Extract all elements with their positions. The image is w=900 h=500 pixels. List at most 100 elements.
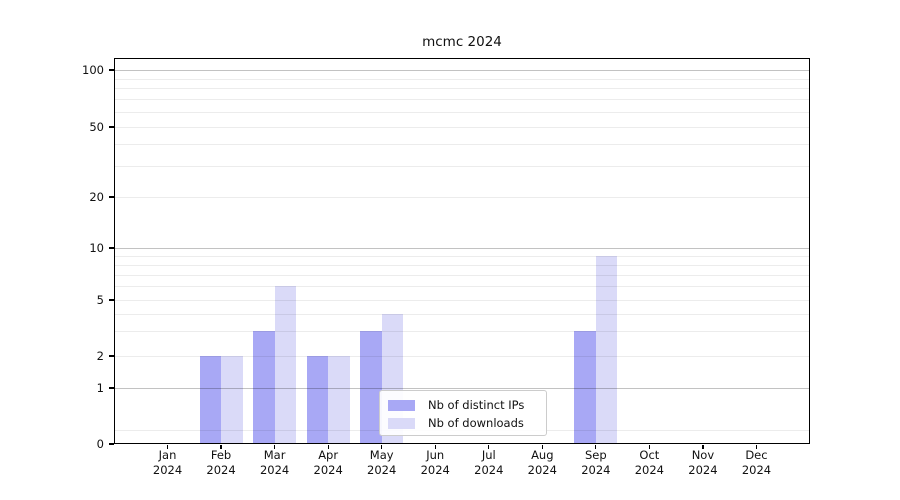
- gridline-minor: [114, 99, 810, 101]
- x-tick-year: 2024: [474, 463, 504, 477]
- gridline-minor: [114, 274, 810, 276]
- x-tick-label: May 2024: [350, 448, 414, 478]
- x-tick-label: Aug 2024: [510, 448, 574, 478]
- y-tick-mark: [109, 387, 114, 389]
- gridline-major: [114, 388, 810, 389]
- x-tick-month: Feb: [210, 448, 232, 462]
- y-tick-label: 1: [96, 381, 104, 395]
- gridline-minor: [114, 88, 810, 90]
- x-tick-month: Jul: [481, 448, 496, 462]
- x-tick-month: Aug: [531, 448, 554, 462]
- gridline-minor: [114, 313, 810, 315]
- legend-label-distinct-ips: Nb of distinct IPs: [428, 398, 525, 412]
- x-tick-label: Jun 2024: [403, 448, 467, 478]
- gridline-minor: [114, 300, 810, 301]
- x-tick-label: Sep 2024: [564, 448, 628, 478]
- legend-swatch-downloads-icon: [388, 417, 415, 429]
- x-tick-year: 2024: [259, 463, 290, 477]
- x-tick-month: Mar: [263, 448, 286, 462]
- y-tick-mark: [109, 443, 114, 445]
- x-tick-label: Jul 2024: [457, 448, 521, 478]
- y-tick-label: 5: [96, 293, 104, 307]
- gridline-major: [114, 70, 810, 71]
- y-tick-mark: [109, 247, 114, 249]
- legend-swatch-distinct-ips-icon: [388, 399, 415, 411]
- y-tick-label: 100: [82, 63, 104, 77]
- x-tick-year: 2024: [527, 463, 557, 477]
- x-tick-label: Mar 2024: [243, 448, 307, 478]
- y-tick-mark: [109, 299, 114, 301]
- bar-downloads: [274, 286, 297, 444]
- x-tick-mark: [327, 444, 329, 449]
- x-tick-year: 2024: [688, 463, 718, 477]
- y-tick-label: 50: [89, 120, 104, 134]
- bar-downloads: [595, 255, 618, 444]
- x-tick-label: Nov 2024: [671, 448, 735, 478]
- gridline-minor: [114, 197, 810, 198]
- y-tick-mark: [109, 196, 114, 198]
- x-tick-mark: [220, 444, 222, 449]
- x-tick-year: 2024: [367, 463, 397, 477]
- y-tick-mark: [109, 126, 114, 128]
- legend: Nb of distinct IPs Nb of downloads: [379, 390, 547, 436]
- chart-title: mcmc 2024: [422, 34, 502, 50]
- y-tick-label: 20: [89, 190, 104, 204]
- y-tick-mark: [109, 355, 114, 357]
- x-tick-month: Oct: [639, 448, 660, 462]
- x-tick-month: Dec: [745, 448, 768, 462]
- x-tick-label: Dec 2024: [724, 448, 788, 478]
- x-tick-mark: [595, 444, 597, 449]
- gridline-minor: [114, 166, 810, 168]
- x-tick-month: Jun: [426, 448, 445, 462]
- bar-distinct-ips: [199, 356, 222, 444]
- gridline-minor: [114, 264, 810, 266]
- gridline-minor: [114, 127, 810, 128]
- gridline-minor: [114, 286, 810, 288]
- x-tick-mark: [434, 444, 436, 449]
- bar-downloads: [328, 356, 350, 444]
- x-tick-year: 2024: [206, 463, 236, 477]
- legend-item-downloads: Nb of downloads: [380, 414, 546, 432]
- y-tick-mark: [109, 69, 114, 71]
- bar-downloads: [221, 356, 243, 444]
- gridline-minor: [114, 144, 810, 146]
- x-tick-year: 2024: [581, 463, 611, 477]
- x-tick-mark: [488, 444, 490, 449]
- bar-distinct-ips: [574, 331, 596, 444]
- gridline-minor: [114, 78, 810, 80]
- x-tick-mark: [648, 444, 650, 449]
- x-tick-month: May: [369, 448, 394, 462]
- x-tick-mark: [541, 444, 543, 449]
- x-tick-label: Feb 2024: [189, 448, 253, 478]
- x-tick-year: 2024: [741, 463, 772, 477]
- x-tick-month: Sep: [585, 448, 607, 462]
- gridline-minor: [114, 255, 810, 257]
- y-tick-label: 0: [96, 437, 104, 451]
- gridline-minor: [114, 331, 810, 333]
- x-tick-mark: [702, 444, 704, 449]
- bar-distinct-ips: [306, 356, 329, 444]
- x-tick-year: 2024: [420, 463, 450, 477]
- x-tick-year: 2024: [313, 463, 343, 477]
- x-tick-mark: [755, 444, 758, 449]
- bar-distinct-ips: [360, 331, 382, 444]
- x-tick-mark: [381, 444, 383, 449]
- x-tick-label: Apr 2024: [296, 448, 360, 478]
- plot-area: [114, 58, 810, 444]
- legend-item-distinct-ips: Nb of distinct IPs: [380, 396, 546, 414]
- y-tick-label: 10: [89, 241, 104, 255]
- legend-label-downloads: Nb of downloads: [428, 416, 524, 430]
- x-tick-month: Apr: [318, 448, 339, 462]
- x-tick-month: Jan: [158, 448, 177, 462]
- x-tick-label: Jan 2024: [136, 448, 200, 478]
- gridline-major: [114, 248, 810, 249]
- x-tick-month: Nov: [691, 448, 715, 462]
- x-tick-year: 2024: [152, 463, 183, 477]
- gridline-minor: [114, 112, 810, 113]
- x-tick-year: 2024: [634, 463, 665, 477]
- bar-distinct-ips: [253, 331, 275, 444]
- gridline-minor: [114, 356, 810, 357]
- x-tick-mark: [274, 444, 276, 449]
- x-tick-mark: [166, 444, 169, 449]
